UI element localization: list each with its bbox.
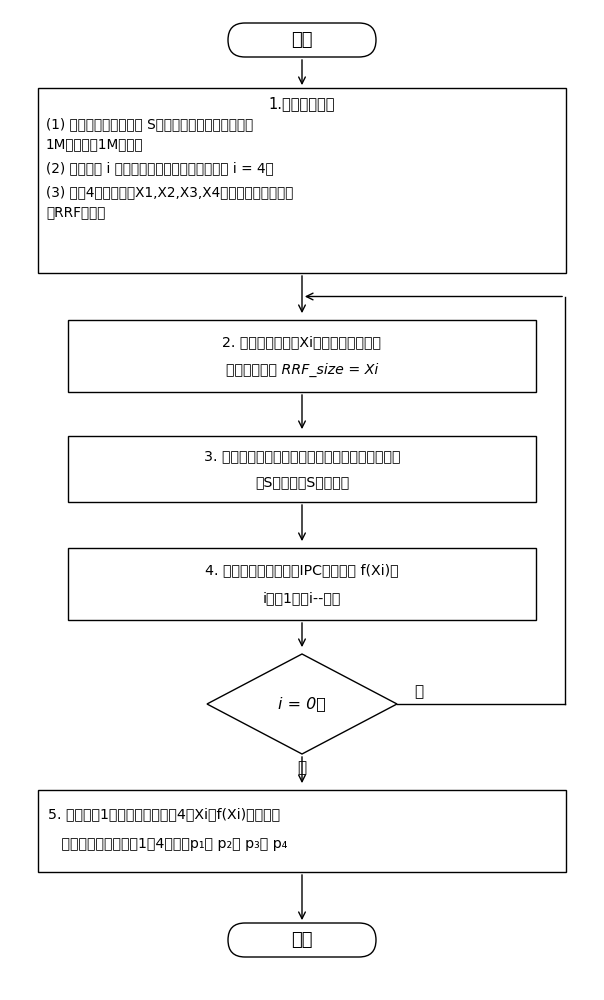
Text: 是: 是 <box>297 760 307 776</box>
Bar <box>68 320 536 392</box>
Text: 5. 根据公式1对前面采样得到的4组Xi和f(Xi)列出方程: 5. 根据公式1对前面采样得到的4组Xi和f(Xi)列出方程 <box>48 807 280 821</box>
Text: 2. 给指定线程分配Xi个重命名寄存器，: 2. 给指定线程分配Xi个重命名寄存器， <box>222 335 382 349</box>
Bar <box>68 548 536 620</box>
Polygon shape <box>207 654 397 754</box>
Text: 即令该线程的 RRF_size = Xi: 即令该线程的 RRF_size = Xi <box>226 363 378 377</box>
Text: 组，求解，得到公式1的4个参数p₁、 p₂、 p₃、 p₄: 组，求解，得到公式1的4个参数p₁、 p₂、 p₃、 p₄ <box>48 837 288 851</box>
Text: 开始: 开始 <box>291 31 313 49</box>
Text: (3) 设定4个不同整数X1,X2,X3,X4（要求都小于系统总: (3) 设定4个不同整数X1,X2,X3,X4（要求都小于系统总 <box>46 185 294 199</box>
Text: i自减1（即i--）；: i自减1（即i--）； <box>263 591 341 605</box>
Bar <box>68 436 536 502</box>
Text: 否: 否 <box>414 684 423 700</box>
Text: 3. 连续运行，直到指定线程的一个该采样片段结束: 3. 连续运行，直到指定线程的一个该采样片段结束 <box>204 449 400 463</box>
Text: （S条指令或S个周期）: （S条指令或S个周期） <box>255 475 349 489</box>
Bar <box>38 790 566 872</box>
Text: (2) 设定变量 i 为待确定参数的个数（此处设定 i = 4）: (2) 设定变量 i 为待确定参数的个数（此处设定 i = 4） <box>46 161 274 175</box>
Text: 1M条指令或1M个周期: 1M条指令或1M个周期 <box>46 137 144 151</box>
Text: 结束: 结束 <box>291 931 313 949</box>
Text: 1.初始化设置：: 1.初始化设置： <box>269 97 335 111</box>
FancyBboxPatch shape <box>228 923 376 957</box>
FancyBboxPatch shape <box>228 23 376 57</box>
Text: 的RRF尺寸）: 的RRF尺寸） <box>46 205 105 219</box>
Text: (1) 设定采样片段的尺寸 S（指令数或周期数），例如: (1) 设定采样片段的尺寸 S（指令数或周期数），例如 <box>46 117 253 131</box>
Text: i = 0？: i = 0？ <box>278 696 326 712</box>
Text: 4. 计算、记录该片段的IPC，即得到 f(Xi)；: 4. 计算、记录该片段的IPC，即得到 f(Xi)； <box>205 563 399 577</box>
Bar <box>38 88 566 273</box>
